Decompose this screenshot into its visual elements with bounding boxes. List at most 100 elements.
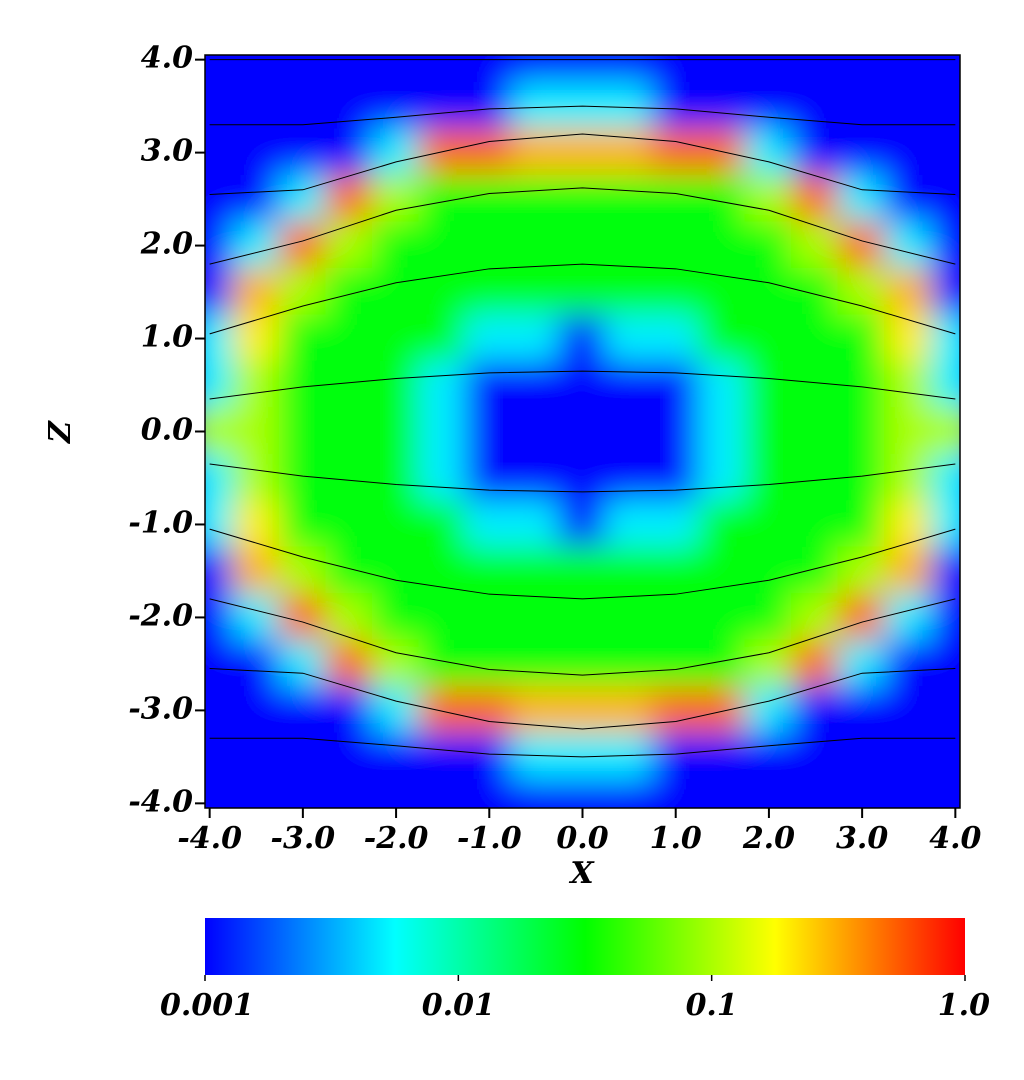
heatmap-cell [278,128,328,177]
heatmap-cell [325,128,374,177]
heatmap-cell [931,686,960,735]
heatmap-cell [931,314,960,363]
heatmap-cell [418,128,467,177]
heatmap-cell [931,174,960,224]
heatmap-cell [791,453,840,503]
heatmap-cell [791,267,840,317]
heatmap-cell [651,174,701,224]
heatmap-cell [464,453,514,503]
heatmap-cell [231,314,281,363]
heatmap-cell [325,174,374,224]
x-tick-label: 1.0 [650,821,702,856]
heatmap-cell [651,314,701,363]
heatmap-cell [884,732,934,782]
heatmap-cell [205,81,234,131]
heatmap-cell [698,593,747,642]
heatmap-cell [791,546,840,596]
heatmap-cell [931,128,960,177]
heatmap-cell [744,453,794,503]
field-line [209,263,956,335]
heatmap-cell [791,128,840,177]
x-tick-label: 2.0 [742,821,795,856]
heatmap-cell [558,779,607,808]
heatmap-cell [464,360,514,410]
heatmap-cell [931,453,960,503]
heatmap-cell [278,81,328,131]
heatmap-cell [325,779,374,808]
heatmap-cell [558,267,607,317]
heatmap-cell [205,779,234,808]
x-axis-label: X [568,856,595,891]
heatmap-cell [325,407,374,456]
heatmap-cell [231,81,281,131]
heatmap-cell [205,639,234,689]
heatmap-cell [278,686,328,735]
heatmap-cell [418,267,467,317]
heatmap-cell [325,267,374,317]
heatmap-cell [278,593,328,642]
heatmap-cell [464,639,514,689]
heatmap-cell [837,221,887,270]
y-tick-label: -1.0 [128,505,193,540]
y-axis-label: Z [43,420,78,444]
heatmap-cell [791,593,840,642]
heatmap-cell [418,360,467,410]
heatmap-cell [278,314,328,363]
heatmap-cell [884,407,934,456]
heatmap-cell [791,360,840,410]
heatmap-cell [931,639,960,689]
colorbar-tick-label: 1.0 [938,988,990,1023]
heatmap-cell [884,686,934,735]
heatmap-cell [791,314,840,363]
heatmap-cell [744,779,794,808]
field-line [209,668,956,730]
heatmap-cell [744,732,794,782]
y-tick-label: 0.0 [141,413,193,448]
heatmap-cell [231,779,281,808]
colorbar-tick-label: 0.1 [686,988,738,1023]
heatmap-cell [837,593,887,642]
heatmap-cell [511,81,561,131]
heatmap-cell [371,128,421,177]
heatmap-cell [558,453,607,503]
heatmap-cell [418,546,467,596]
heatmap-cell [418,593,467,642]
heatmap-cell [205,267,234,317]
heatmap-cell [418,500,467,549]
heatmap-cell [744,546,794,596]
heatmap-cell [205,360,234,410]
heatmap-cell [884,81,934,131]
heatmap-cell [418,453,467,503]
heatmap-cell [464,267,514,317]
heatmap-cell [604,81,654,131]
heatmap-cell [558,407,607,456]
heatmap-cell [791,779,840,808]
heatmap-cell [604,500,654,549]
heatmap-cell [604,128,654,177]
heatmap-cell [325,686,374,735]
heatmap-cell [231,407,281,456]
heatmap-cell [511,546,561,596]
heatmap-cell [931,546,960,596]
colorbar-tick-label: 0.001 [160,988,254,1023]
field-line [209,737,956,758]
heatmap-cell [511,779,561,808]
heatmap-cell [651,128,701,177]
colorbar-tick-label: 0.01 [422,988,495,1023]
heatmap-cell [205,128,234,177]
heatmap-cell [884,360,934,410]
heatmap-cell [791,81,840,131]
heatmap-cell [278,500,328,549]
heatmap-cell [604,221,654,270]
heatmap-cell [837,686,887,735]
heatmap-cell [884,639,934,689]
heatmap-cell [205,407,234,456]
heatmap-cell [558,639,607,689]
heatmap-cell [325,81,374,131]
heatmap-cell [231,360,281,410]
field-line [209,187,956,265]
heatmap-cell [464,174,514,224]
heatmap-cell [931,360,960,410]
heatmap-cell [511,500,561,549]
heatmap-cell [651,81,701,131]
